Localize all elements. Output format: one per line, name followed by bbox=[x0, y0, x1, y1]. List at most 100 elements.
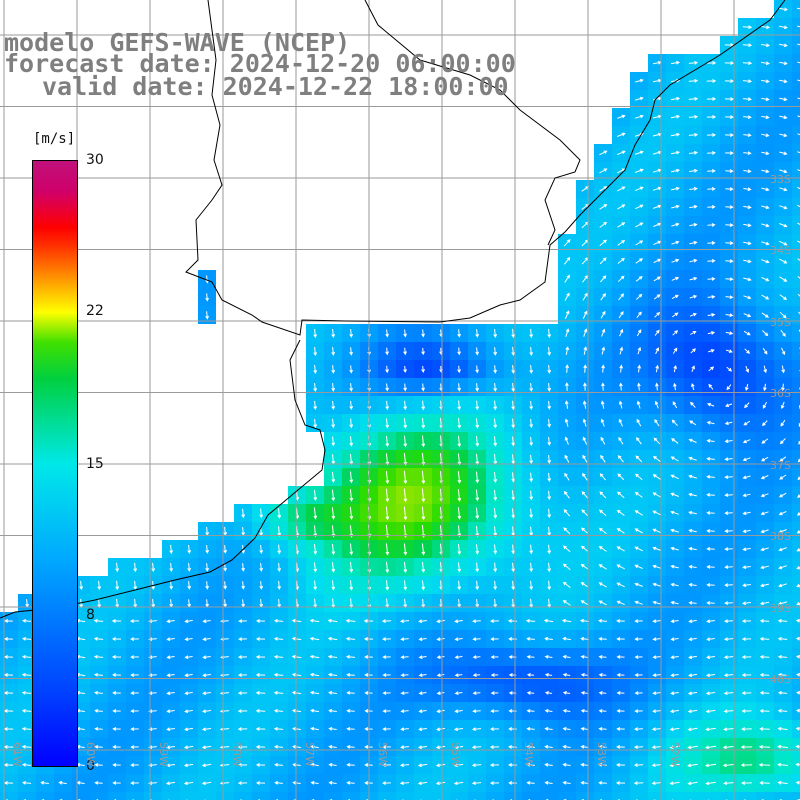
wind-arrow bbox=[634, 727, 643, 731]
wind-arrow bbox=[94, 690, 103, 695]
wind-arrow bbox=[526, 691, 535, 695]
wind-arrow bbox=[743, 205, 752, 210]
wind-arrow bbox=[382, 673, 391, 677]
wind-arrow bbox=[655, 347, 660, 355]
wind-arrow bbox=[525, 618, 536, 623]
wind-arrow bbox=[511, 346, 516, 357]
wind-cell bbox=[792, 72, 800, 90]
wind-arrow bbox=[403, 383, 407, 392]
wind-arrow bbox=[291, 636, 302, 641]
wind-arrow bbox=[562, 762, 571, 767]
wind-arrow bbox=[598, 655, 607, 659]
wind-arrow bbox=[277, 580, 282, 591]
wind-arrow bbox=[94, 745, 103, 749]
wind-arrow bbox=[94, 727, 103, 731]
wind-arrow bbox=[511, 418, 516, 429]
wind-arrow bbox=[741, 673, 752, 677]
wind-arrow bbox=[187, 581, 192, 590]
wind-arrow bbox=[562, 726, 571, 731]
wind-arrow bbox=[21, 654, 32, 659]
wind-cell bbox=[630, 792, 648, 800]
wind-arrow bbox=[346, 727, 355, 731]
wind-arrow bbox=[526, 637, 535, 641]
wind-arrow bbox=[616, 727, 625, 731]
wind-arrow bbox=[313, 328, 318, 339]
wind-cell bbox=[792, 270, 800, 288]
wind-arrow bbox=[743, 420, 751, 426]
wind-arrow bbox=[634, 582, 643, 587]
wind-arrow bbox=[399, 763, 410, 768]
wind-cell bbox=[792, 180, 800, 198]
wind-arrow bbox=[598, 582, 607, 588]
wind-arrow bbox=[634, 637, 643, 641]
wind-arrow bbox=[724, 43, 735, 47]
wind-arrow bbox=[779, 169, 788, 174]
wind-arrow bbox=[385, 435, 390, 448]
wind-arrow bbox=[780, 419, 786, 427]
wind-arrow bbox=[292, 762, 301, 767]
wind-arrow bbox=[634, 655, 643, 659]
wind-arrow bbox=[634, 709, 643, 713]
wind-arrow bbox=[690, 331, 697, 335]
wind-arrow bbox=[511, 580, 516, 591]
wind-arrow bbox=[493, 508, 498, 519]
wind-arrow bbox=[617, 275, 625, 283]
wind-arrow bbox=[529, 580, 534, 591]
wind-arrow bbox=[616, 600, 625, 606]
wind-arrow bbox=[634, 510, 643, 516]
wind-arrow bbox=[706, 493, 715, 497]
lon-label-60w: 60W bbox=[84, 742, 97, 767]
wind-arrow bbox=[580, 655, 589, 659]
wind-arrow bbox=[184, 637, 193, 642]
wind-arrow bbox=[202, 691, 211, 696]
wind-arrow bbox=[760, 511, 769, 516]
wind-arrow bbox=[526, 781, 535, 785]
wind-cell bbox=[792, 432, 800, 450]
wind-arrow bbox=[255, 691, 266, 695]
colorbar-tick-30: 30 bbox=[86, 152, 104, 168]
wind-arrow bbox=[779, 97, 788, 102]
wind-arrow bbox=[313, 489, 318, 502]
wind-arrow bbox=[759, 655, 770, 659]
wind-arrow bbox=[672, 312, 679, 318]
wind-arrow bbox=[652, 600, 661, 605]
wind-arrow bbox=[3, 709, 14, 713]
wind-arrow bbox=[779, 438, 786, 445]
wind-arrow bbox=[670, 456, 679, 462]
wind-arrow bbox=[725, 295, 734, 299]
wind-arrow bbox=[651, 763, 662, 768]
wind-arrow bbox=[618, 436, 624, 445]
wind-arrow bbox=[725, 151, 734, 155]
wind-arrow bbox=[636, 293, 643, 300]
wind-arrow bbox=[328, 690, 337, 695]
lat-label-37s: 37S bbox=[770, 459, 791, 472]
wind-arrow bbox=[313, 400, 318, 411]
wind-arrow bbox=[310, 726, 319, 731]
wind-arrow bbox=[201, 763, 212, 768]
wind-cell bbox=[702, 792, 720, 800]
wind-arrow bbox=[760, 493, 769, 498]
wind-arrow bbox=[421, 435, 426, 448]
wind-arrow bbox=[421, 561, 426, 574]
wind-arrow bbox=[598, 745, 607, 749]
wind-cell bbox=[792, 18, 800, 36]
wind-arrow bbox=[508, 781, 517, 785]
wind-arrow bbox=[292, 726, 301, 731]
wind-arrow bbox=[93, 654, 104, 659]
wind-arrow bbox=[599, 150, 608, 156]
wind-arrow bbox=[688, 582, 697, 587]
wind-arrow bbox=[507, 619, 518, 623]
wind-cell bbox=[342, 792, 360, 800]
wind-arrow bbox=[707, 151, 716, 155]
wind-arrow bbox=[707, 313, 716, 317]
wind-cell bbox=[270, 792, 288, 800]
wind-arrow bbox=[598, 637, 607, 641]
wind-arrow bbox=[385, 347, 389, 356]
wind-arrow bbox=[418, 673, 427, 677]
wind-arrow bbox=[688, 619, 697, 624]
wind-arrow bbox=[3, 745, 14, 749]
wind-arrow bbox=[490, 619, 499, 623]
wind-arrow bbox=[779, 151, 788, 156]
wind-arrow bbox=[112, 691, 121, 695]
wind-arrow bbox=[184, 691, 193, 696]
